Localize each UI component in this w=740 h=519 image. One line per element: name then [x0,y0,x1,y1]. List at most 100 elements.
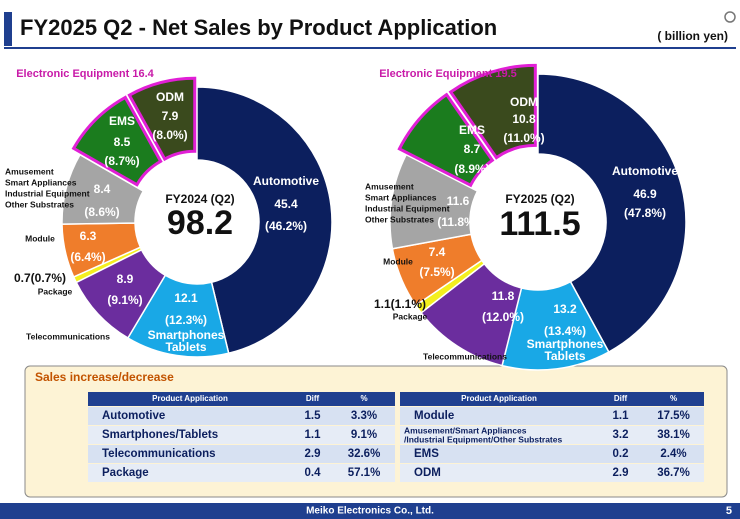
share-label: (11.8%) [437,215,478,229]
table-row [88,445,395,463]
center-total: 111.5 [499,205,580,243]
table-cell: 2.9 [613,467,629,479]
unit-label: ( billion yen) [657,29,728,43]
table-title: Sales increase/decrease [35,370,174,384]
share-label: (9.1%) [107,293,142,307]
table-row [400,426,704,444]
table-row [400,464,704,482]
value-label: 7.9 [162,109,179,123]
share-label: (8.6%) [84,205,119,219]
category-label: Tablets [165,340,206,354]
header-cell: Diff [306,394,320,403]
header-cell: Product Application [461,394,537,403]
table-cell: 3.3% [351,410,377,422]
value-label: 8.9 [117,272,134,286]
share-label: (8.9%) [454,162,489,176]
value-label: 11.8 [492,289,515,303]
category-label: ODM [156,90,184,104]
category-label: EMS [109,114,135,128]
category-label: Smartphones [527,337,604,351]
donut-segment [196,86,333,355]
header-cell: Product Application [152,394,228,403]
header-cell: Diff [614,394,628,403]
category-label: Module [25,233,55,243]
table-cell: Module [414,410,454,422]
value-label: 13.2 [553,302,577,316]
table-cell: EMS [414,448,439,460]
share-label: (8.0%) [152,128,187,142]
share-label: (7.5%) [419,265,454,279]
share-label: (0.7%) [31,271,66,285]
category-label: Other Substrates [5,199,74,209]
share-label: (1.1%) [391,297,426,311]
category-label: Automotive [612,164,678,178]
share-label: (47.8%) [624,206,666,220]
table-cell: 38.1% [657,429,690,441]
table-cell: 57.1% [348,467,381,479]
value-label: 8.4 [94,182,111,196]
annotation: Electronic Equipment 19.5 [379,68,517,80]
table-cell: ODM [414,467,441,479]
donut-segment [537,73,687,353]
category-label: Tablets [544,349,585,363]
table-cell: Automotive [102,410,165,422]
value-share-label: 0.7(0.7%) [14,271,66,285]
table-cell: 1.1 [613,410,630,422]
table-cell: 1.1 [305,429,322,441]
header-row [88,392,395,406]
value-label: 6.3 [80,229,97,243]
share-label: (11.0%) [503,131,544,145]
table: Sales increase/decrease Product Applicati… [35,370,704,482]
donut-segment [61,153,145,225]
table-row [400,407,704,425]
center-label: FY2024 (Q2) [165,192,234,206]
value-label: 0.7 [14,271,31,285]
table-row [400,445,704,463]
category-label: Industrial Equipment [5,188,90,198]
share-label: (8.7%) [104,154,139,168]
table-cell: 2.9 [305,448,321,460]
category-label: Smart Appliances [5,177,77,187]
table-cell: 9.1% [351,429,377,441]
table-cell: Package [102,467,149,479]
table-row [88,426,395,444]
table-cell: /Industrial Equipment/Other Substrates [404,434,562,444]
value-share-label: 1.1(1.1%) [374,297,426,311]
table-cell: 2.4% [660,448,686,460]
category-label: Amusement [365,181,414,191]
value-label: 10.8 [512,112,536,126]
footer-bar [0,503,740,519]
value-label: 7.4 [429,245,446,259]
zoom-icon[interactable] [724,11,736,23]
annotation: Electronic Equipment 16.4 [16,68,154,80]
table-cell: 0.2 [613,448,629,460]
category-label: Smart Appliances [365,192,437,202]
table-cell: Smartphones/Tablets [102,429,218,441]
value-label: 45.4 [274,197,298,211]
category-label: Automotive [253,174,319,188]
share-label: (13.4%) [544,324,586,338]
share-label: (12.0%) [482,310,524,324]
share-label: (6.4%) [70,250,105,264]
donut-segment [448,63,537,160]
header-cell: % [360,394,367,403]
table-row [88,464,395,482]
table-cell: 3.2 [613,429,629,441]
donut-segment [71,95,163,187]
value-label: 8.7 [464,142,481,156]
category-label: Amusement [5,166,54,176]
table-cell: 36.7% [657,467,690,479]
category-label: EMS [459,123,485,137]
table-cell: 17.5% [657,410,690,422]
charts: Electronic Equipment 16.4 FY2024 (Q2)98.2… [5,63,687,371]
slide-title: FY2025 Q2 - Net Sales by Product Applica… [20,15,497,40]
category-label: Package [38,286,73,296]
table-cell: 0.4 [305,467,322,479]
table-cell: Amusement/Smart Appliances [404,425,527,435]
donut-segment [397,92,495,188]
category-label: Telecommunications [423,351,507,361]
category-label: Industrial Equipment [365,203,450,213]
title-accent [4,12,12,46]
donut-segment [127,76,197,162]
